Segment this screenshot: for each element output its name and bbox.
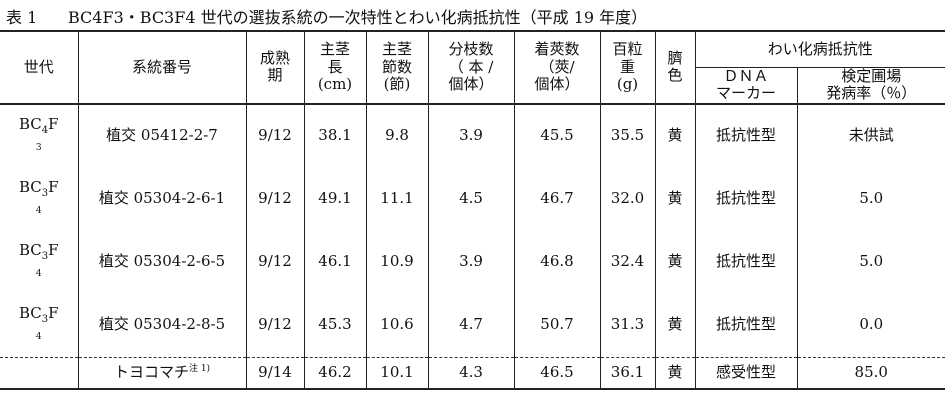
pods-cell: 46.8	[513, 230, 600, 294]
header-stem-length: 主茎長 (cm)	[303, 30, 366, 104]
dna-marker-cell: 抵抗性型	[694, 293, 797, 357]
seed-weight-cell: 32.0	[599, 167, 655, 231]
stem-length-cell: 38.1	[303, 102, 366, 168]
results-table: 世代 系統番号 成熟期 主茎長 (cm) 主茎 節数 (節) 分枝数（ 本 / 個体） …	[0, 30, 945, 390]
table-row: BC4F 3 植交 05412-2-7 9/12 38.1 9.8 3.9 45.…	[0, 102, 945, 168]
hilum-color-cell: 黄	[654, 293, 695, 357]
dna-marker-cell: 抵抗性型	[694, 167, 797, 231]
header-maturity: 成熟期	[245, 30, 304, 104]
field-rate-cell: 5.0	[796, 230, 945, 294]
header-dwarf-resistance: わい化病抵抗性	[694, 30, 945, 68]
control-row: トヨコマチ注 1) 9/14 46.2 10.1 4.3 46.5 36.1 黄…	[0, 356, 945, 390]
dna-marker-cell: 感受性型	[694, 356, 797, 390]
seed-weight-cell: 32.4	[599, 230, 655, 294]
table-number: 表 1	[6, 8, 38, 27]
generation-cell: BC3F 4	[18, 241, 59, 280]
hilum-color-cell: 黄	[654, 356, 695, 390]
nodes-cell: 10.1	[365, 356, 428, 390]
seed-weight-cell: 31.3	[599, 293, 655, 357]
pods-cell: 46.5	[513, 356, 600, 390]
generation-cell: BC3F 4	[18, 304, 59, 343]
maturity-cell: 9/12	[245, 230, 304, 294]
pods-cell: 46.7	[513, 167, 600, 231]
generation-cell: BC3F 4	[18, 178, 59, 217]
field-rate-cell: 0.0	[796, 293, 945, 357]
maturity-cell: 9/12	[245, 167, 304, 231]
branches-cell: 3.9	[427, 102, 514, 168]
control-variety-name: トヨコマチ	[113, 362, 189, 381]
dna-marker-cell: 抵抗性型	[694, 230, 797, 294]
line-number-cell: 植交 05304-2-6-1	[77, 167, 246, 231]
stem-length-cell: 46.2	[303, 356, 366, 390]
header-dna-marker: ＤＮＡ マーカー	[694, 67, 797, 104]
header-line-number: 系統番号	[77, 30, 246, 104]
branches-cell: 3.9	[427, 230, 514, 294]
line-number-cell: 植交 05304-2-8-5	[77, 293, 246, 357]
branches-cell: 4.3	[427, 356, 514, 390]
table-row: BC3F 4 植交 05304-2-6-5 9/12 46.1 10.9 3.9 …	[0, 230, 945, 294]
header-seed-weight: 百粒重 (g)	[599, 30, 655, 104]
hilum-color-cell: 黄	[654, 102, 695, 168]
header-branches: 分枝数（ 本 / 個体）	[427, 30, 514, 104]
field-rate-cell: 未供試	[796, 102, 945, 168]
header-hilum-color: 臍色	[654, 30, 695, 104]
hilum-color-cell: 黄	[654, 230, 695, 294]
maturity-cell: 9/14	[245, 356, 304, 390]
maturity-cell: 9/12	[245, 293, 304, 357]
header-pods: 着莢数 （莢/個体）	[513, 30, 600, 104]
pods-cell: 45.5	[513, 102, 600, 168]
nodes-cell: 9.8	[365, 102, 428, 168]
branches-cell: 4.7	[427, 293, 514, 357]
line-number-cell: トヨコマチ注 1)	[77, 356, 246, 390]
maturity-cell: 9/12	[245, 102, 304, 168]
line-number-cell: 植交 05304-2-6-5	[77, 230, 246, 294]
footnote-marker: 注 1)	[188, 363, 211, 374]
header-nodes: 主茎 節数 (節)	[365, 30, 428, 104]
branches-cell: 4.5	[427, 167, 514, 231]
seed-weight-cell: 36.1	[599, 356, 655, 390]
generation-cell	[0, 356, 78, 390]
table-caption: 表 1 BC4F3・BC3F4 世代の選抜系統の一次特性とわい化病抵抗性（平成 1…	[6, 4, 647, 28]
header-field-rate: 検定圃場 発病率（％）	[796, 67, 945, 104]
dna-marker-cell: 抵抗性型	[694, 102, 797, 168]
stem-length-cell: 49.1	[303, 167, 366, 231]
seed-weight-cell: 35.5	[599, 102, 655, 168]
field-rate-cell: 5.0	[796, 167, 945, 231]
nodes-cell: 11.1	[365, 167, 428, 231]
stem-length-cell: 46.1	[303, 230, 366, 294]
field-rate-cell: 85.0	[796, 356, 945, 390]
table-row: BC3F 4 植交 05304-2-6-1 9/12 49.1 11.1 4.5 …	[0, 167, 945, 231]
header-generation: 世代	[0, 30, 78, 104]
line-number-cell: 植交 05412-2-7	[77, 102, 246, 168]
pods-cell: 50.7	[513, 293, 600, 357]
generation-cell: BC4F 3	[0, 102, 78, 168]
stem-length-cell: 45.3	[303, 293, 366, 357]
nodes-cell: 10.9	[365, 230, 428, 294]
table-row: BC3F 4 植交 05304-2-8-5 9/12 45.3 10.6 4.7 …	[0, 293, 945, 357]
nodes-cell: 10.6	[365, 293, 428, 357]
hilum-color-cell: 黄	[654, 167, 695, 231]
table-title: BC4F3・BC3F4 世代の選抜系統の一次特性とわい化病抵抗性（平成 19 年…	[68, 8, 648, 27]
